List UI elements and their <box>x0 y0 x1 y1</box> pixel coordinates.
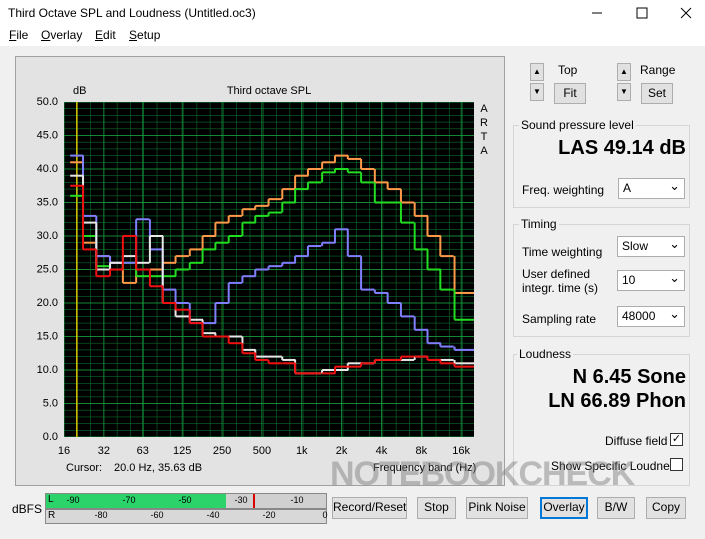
title-bar <box>0 0 705 25</box>
group-box <box>513 224 690 337</box>
button[interactable]: Record/Reset <box>332 497 407 519</box>
x-tick-label: 16 <box>58 445 70 457</box>
checkbox[interactable] <box>670 458 683 471</box>
channel-label: L <box>48 494 54 505</box>
menu-item[interactable]: File <box>9 28 29 42</box>
meter-scale-label: -20 <box>262 510 276 520</box>
meter-scale-label: -70 <box>122 495 136 505</box>
side-label: R <box>480 117 488 129</box>
x-tick-label: 1k <box>296 445 308 457</box>
label: Range <box>640 63 676 77</box>
label: Freq. weighting <box>522 183 605 197</box>
x-tick-label: 250 <box>213 445 231 457</box>
meter-scale-label: -80 <box>94 510 108 520</box>
meter-scale-label: -30 <box>234 495 248 505</box>
meter-scale-label: -10 <box>290 495 304 505</box>
y-tick-label: 5.0 <box>43 397 58 409</box>
set-button[interactable]: Set <box>641 83 673 104</box>
group-box <box>513 354 690 486</box>
cursor-label: Cursor: <box>66 462 102 474</box>
label: integr. time (s) <box>522 281 599 295</box>
label: Top <box>558 63 578 77</box>
combo[interactable]: A <box>618 176 685 199</box>
cursor-value: 20.0 Hz, 35.63 dB <box>114 462 202 474</box>
y-tick-label: 15.0 <box>37 330 58 342</box>
y-tick-label: 0.0 <box>43 431 58 443</box>
group-title: Loudness <box>517 347 574 361</box>
chart: dB Third octave SPL Cursor: 20.0 Hz, 35.… <box>15 56 505 486</box>
meter-l <box>45 493 327 509</box>
meter-scale-label: -40 <box>206 510 220 520</box>
y-axis-label: dB <box>73 85 86 97</box>
chart-title: Third octave SPL <box>227 85 311 97</box>
button[interactable]: B/W <box>597 497 635 519</box>
y-tick-label: 10.0 <box>37 364 58 376</box>
label: User defined <box>522 267 591 281</box>
x-tick-label: 500 <box>253 445 271 457</box>
y-tick-label: 30.0 <box>37 230 58 242</box>
combo[interactable]: Slow <box>617 234 685 257</box>
label: Show Specific Loudness <box>551 459 682 473</box>
y-tick-label: 45.0 <box>37 129 58 141</box>
channel-label: R <box>48 510 56 521</box>
button[interactable]: Copy <box>646 497 686 519</box>
x-tick-label: 8k <box>416 445 428 457</box>
spin-up[interactable]: ▲ <box>530 63 544 81</box>
side-label: T <box>481 131 488 143</box>
combo[interactable]: 48000 <box>617 304 685 327</box>
x-tick-label: 16k <box>452 445 470 457</box>
meter-scale-label: 0 <box>322 510 328 520</box>
spin-down[interactable]: ▼ <box>617 83 631 101</box>
label: Time weighting <box>522 245 603 259</box>
loudness-ln: LN 66.89 Phon <box>548 390 686 412</box>
spl-value: LAS 49.14 dB <box>558 137 686 159</box>
window-controls[interactable] <box>580 0 705 25</box>
menu-item[interactable]: Overlay <box>41 28 83 42</box>
plot <box>64 102 474 437</box>
menu-item[interactable]: Edit <box>95 28 116 42</box>
meter-scale-label: -60 <box>150 510 164 520</box>
spin-up[interactable]: ▲ <box>617 63 631 81</box>
menu-item[interactable]: Setup <box>129 28 161 42</box>
y-tick-label: 50.0 <box>37 96 58 108</box>
button[interactable]: Overlay <box>540 497 588 519</box>
x-tick-label: 4k <box>376 445 388 457</box>
side-label: A <box>480 145 488 157</box>
meter-scale-label: -90 <box>66 495 80 505</box>
y-tick-label: 20.0 <box>37 297 58 309</box>
y-tick-label: 25.0 <box>37 263 58 275</box>
text-input[interactable]: 10 <box>617 268 685 291</box>
menu-bar: File Overlay Edit Setup <box>0 25 705 46</box>
x-tick-label: 63 <box>137 445 149 457</box>
y-tick-label: 40.0 <box>37 163 58 175</box>
spin-down[interactable]: ▼ <box>530 83 544 101</box>
group-title: Timing <box>519 217 559 231</box>
meter-label: dBFS <box>12 502 43 516</box>
x-tick-label: 32 <box>98 445 110 457</box>
meter-r <box>45 509 327 524</box>
loudness-n: N 6.45 Sone <box>572 366 686 388</box>
x-tick-label: 125 <box>173 445 191 457</box>
y-tick-label: 35.0 <box>37 196 58 208</box>
side-label: A <box>480 103 488 115</box>
label: Diffuse field <box>605 434 668 448</box>
x-axis-label: Frequency band (Hz) <box>373 462 476 474</box>
label: Sampling rate <box>522 312 597 326</box>
button[interactable]: Stop <box>417 497 456 519</box>
meter-scale-label: -50 <box>178 495 192 505</box>
window-title: Third Octave SPL and Loudness (Untitled.… <box>8 6 256 20</box>
group-title: Sound pressure level <box>519 118 636 132</box>
x-tick-label: 2k <box>336 445 348 457</box>
checkbox[interactable]: ✓ <box>670 433 683 446</box>
fit-button[interactable]: Fit <box>554 83 586 104</box>
watermark: NOTEBOOKCHECK <box>330 455 635 493</box>
button[interactable]: Pink Noise <box>466 497 528 519</box>
